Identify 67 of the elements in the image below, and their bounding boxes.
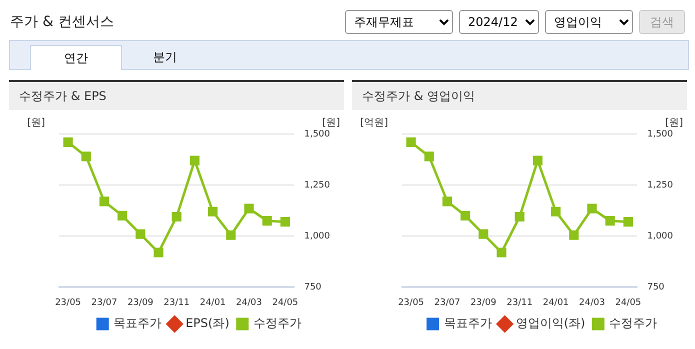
y2-tick-label: 1,250 bbox=[647, 180, 674, 190]
x-tick-label: 23/11 bbox=[164, 298, 190, 308]
x-tick-label: 23/07 bbox=[434, 298, 460, 308]
y-axis-title: [억원] bbox=[360, 118, 388, 129]
point bbox=[226, 230, 236, 240]
text: 분기 bbox=[152, 49, 178, 66]
x-tick-label: 24/05 bbox=[615, 298, 642, 308]
point bbox=[81, 152, 91, 162]
point bbox=[118, 210, 128, 220]
x-tick-label: 24/01 bbox=[200, 298, 226, 308]
chart-title: 수정주가 & EPS bbox=[9, 80, 344, 110]
y2-tick-label: 1,500 bbox=[304, 129, 330, 140]
point bbox=[208, 206, 218, 216]
point bbox=[478, 229, 488, 239]
text: 검색 bbox=[639, 10, 685, 34]
legend-label: EPS(좌) bbox=[186, 316, 230, 330]
point bbox=[605, 216, 615, 226]
point bbox=[514, 212, 524, 222]
legend-label: 수정주가 bbox=[609, 316, 658, 330]
y-axis-title: [원] bbox=[27, 118, 46, 129]
point bbox=[623, 217, 633, 227]
point bbox=[442, 196, 452, 206]
x-tick-label: 24/03 bbox=[579, 298, 605, 308]
y2-axis-title: [원] bbox=[665, 118, 684, 129]
x-tick-label: 24/01 bbox=[542, 298, 569, 308]
point bbox=[262, 216, 272, 226]
x-tick-label: 24/03 bbox=[236, 298, 262, 308]
y2-axis-title: [원] bbox=[322, 118, 340, 129]
point bbox=[63, 137, 73, 147]
text: 주가 & 컨센서스 bbox=[10, 13, 114, 31]
y2-tick-label: 1,250 bbox=[304, 180, 330, 190]
text: 영업이익 bbox=[545, 10, 633, 34]
y2-tick-label: 1,500 bbox=[647, 129, 674, 140]
point bbox=[172, 212, 182, 222]
legend-label: 목표주가 bbox=[444, 316, 492, 330]
point bbox=[244, 204, 254, 214]
chart-title: 수정주가 & 영업이익 bbox=[352, 80, 687, 110]
point bbox=[587, 204, 597, 214]
point bbox=[136, 229, 146, 239]
y2-tick-label: 1,000 bbox=[304, 231, 330, 242]
point bbox=[280, 217, 290, 227]
x-tick-label: 23/09 bbox=[127, 298, 154, 308]
text: 2024/12 bbox=[459, 10, 539, 34]
point bbox=[154, 248, 164, 258]
x-tick-label: 23/11 bbox=[506, 298, 533, 308]
point bbox=[569, 230, 579, 240]
y2-tick-label: 1,000 bbox=[647, 231, 674, 242]
point bbox=[532, 156, 542, 166]
y2-tick-label: 750 bbox=[304, 282, 322, 293]
y2-tick-label: 750 bbox=[647, 282, 665, 293]
x-tick-label: 23/05 bbox=[55, 298, 82, 308]
point bbox=[99, 196, 110, 206]
point bbox=[551, 206, 561, 216]
x-tick-label: 23/07 bbox=[91, 298, 118, 308]
x-tick-label: 23/09 bbox=[470, 298, 497, 308]
legend-label: 영업이익(좌) bbox=[516, 316, 586, 330]
point bbox=[496, 248, 506, 258]
legend-label: 목표주가 bbox=[114, 316, 162, 330]
point bbox=[424, 152, 434, 162]
text: 주재무제표 bbox=[345, 10, 453, 34]
point bbox=[406, 137, 416, 147]
x-tick-label: 24/05 bbox=[272, 298, 298, 308]
point bbox=[460, 210, 470, 220]
text: 연간 bbox=[30, 45, 122, 70]
x-tick-label: 23/05 bbox=[398, 298, 424, 308]
legend-label: 수정주가 bbox=[253, 316, 302, 330]
point bbox=[190, 156, 200, 166]
